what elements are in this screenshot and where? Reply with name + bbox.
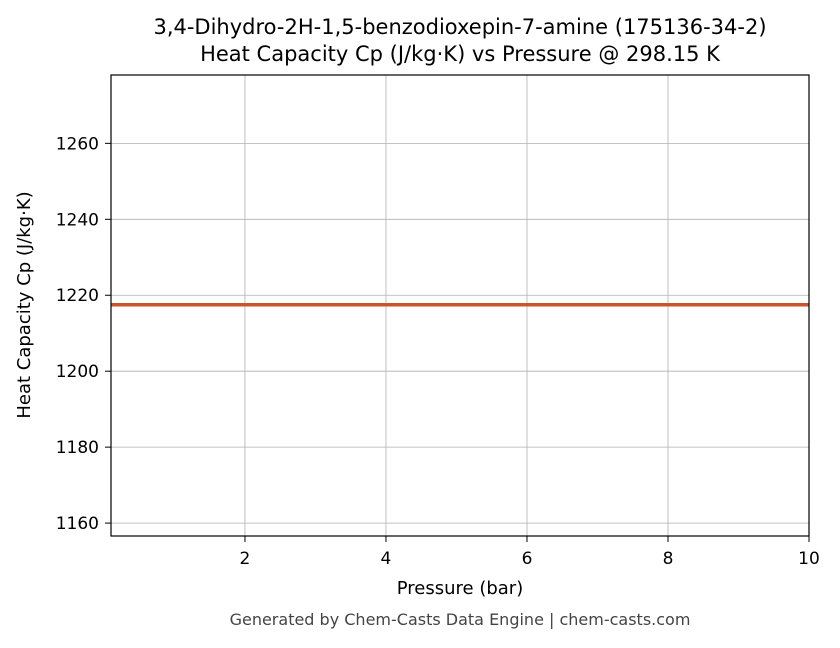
y-tick-label: 1160 [56, 514, 99, 534]
y-tick-label: 1260 [56, 134, 99, 154]
x-tick-label: 2 [240, 549, 251, 569]
y-tick-label: 1220 [56, 286, 99, 306]
y-tick-label: 1200 [56, 362, 99, 382]
x-axis-label: Pressure (bar) [397, 578, 523, 599]
x-tick-label: 10 [798, 549, 820, 569]
x-tick-label: 6 [522, 549, 533, 569]
chart-subtitle: Heat Capacity Cp (J/kg·K) vs Pressure @ … [200, 42, 721, 66]
y-tick-label: 1240 [56, 210, 99, 230]
y-axis-label: Heat Capacity Cp (J/kg·K) [14, 191, 35, 418]
footer: Generated by Chem-Casts Data Engine | ch… [230, 610, 691, 629]
y-tick-label: 1180 [56, 438, 99, 458]
x-tick-label: 4 [381, 549, 392, 569]
plot-frame [110, 74, 810, 537]
chart-title: 3,4-Dihydro-2H-1,5-benzodioxepin-7-amine… [153, 15, 766, 39]
x-tick-label: 8 [663, 549, 674, 569]
